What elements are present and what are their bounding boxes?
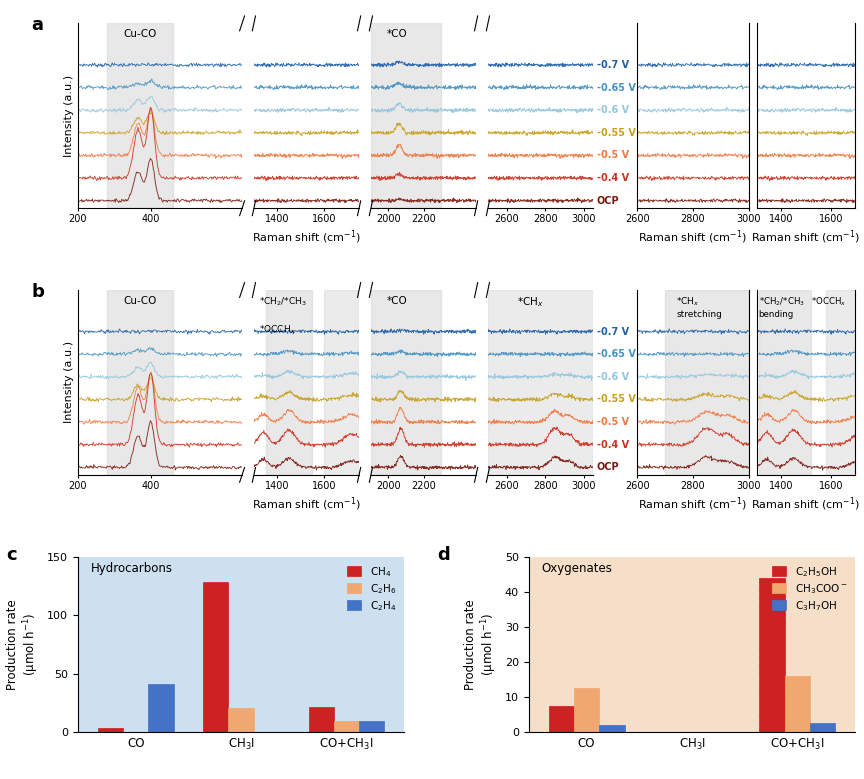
Bar bbox=[149, 684, 174, 732]
Text: -0.6 V: -0.6 V bbox=[597, 372, 629, 382]
Text: OCP: OCP bbox=[597, 196, 619, 206]
Bar bbox=[334, 721, 359, 732]
Text: -0.65 V: -0.65 V bbox=[597, 83, 636, 93]
Text: *CH$_x$
stretching: *CH$_x$ stretching bbox=[677, 295, 722, 319]
X-axis label: Raman shift (cm$^{-1}$): Raman shift (cm$^{-1}$) bbox=[638, 228, 747, 246]
Text: -0.4 V: -0.4 V bbox=[597, 439, 629, 449]
Text: c: c bbox=[6, 546, 16, 564]
Text: *OCCH$_x$: *OCCH$_x$ bbox=[811, 295, 847, 308]
Text: b: b bbox=[32, 283, 45, 301]
X-axis label: Raman shift (cm$^{-1}$): Raman shift (cm$^{-1}$) bbox=[252, 228, 361, 246]
Text: OCP: OCP bbox=[597, 462, 619, 472]
Bar bbox=[203, 583, 228, 732]
Text: *CO: *CO bbox=[387, 29, 408, 39]
Text: *CO: *CO bbox=[387, 295, 408, 305]
X-axis label: Raman shift (cm$^{-1}$): Raman shift (cm$^{-1}$) bbox=[752, 495, 861, 513]
Bar bbox=[810, 724, 835, 732]
Text: -0.7 V: -0.7 V bbox=[597, 326, 629, 337]
Text: -0.7 V: -0.7 V bbox=[597, 60, 629, 70]
X-axis label: Raman shift (cm$^{-1}$): Raman shift (cm$^{-1}$) bbox=[252, 495, 361, 513]
Bar bbox=[107, 23, 173, 208]
Bar bbox=[574, 689, 600, 732]
Text: Hydrocarbons: Hydrocarbons bbox=[91, 562, 173, 575]
Text: Cu-CO: Cu-CO bbox=[124, 29, 157, 39]
X-axis label: Raman shift (cm$^{-1}$): Raman shift (cm$^{-1}$) bbox=[638, 495, 747, 513]
Text: a: a bbox=[32, 16, 44, 34]
Bar bbox=[98, 728, 123, 732]
Bar bbox=[759, 578, 785, 732]
Y-axis label: Intensity (a.u.): Intensity (a.u.) bbox=[64, 341, 73, 424]
Bar bbox=[549, 706, 574, 732]
Text: *CH$_2$/*CH$_3$: *CH$_2$/*CH$_3$ bbox=[259, 295, 308, 308]
Bar bbox=[371, 23, 441, 208]
Bar bbox=[324, 290, 359, 475]
Text: -0.55 V: -0.55 V bbox=[597, 394, 636, 404]
Bar bbox=[371, 290, 441, 475]
Legend: C$_2$H$_5$OH, CH$_3$COO$^-$, C$_3$H$_7$OH: C$_2$H$_5$OH, CH$_3$COO$^-$, C$_3$H$_7$O… bbox=[768, 562, 850, 615]
Text: -0.5 V: -0.5 V bbox=[597, 150, 629, 160]
Bar bbox=[308, 707, 334, 732]
Bar bbox=[228, 707, 254, 732]
Text: Cu-CO: Cu-CO bbox=[124, 295, 157, 305]
Legend: CH$_4$, C$_2$H$_6$, C$_2$H$_4$: CH$_4$, C$_2$H$_6$, C$_2$H$_4$ bbox=[344, 562, 399, 615]
Text: *CH$_2$/*CH$_3$
bending: *CH$_2$/*CH$_3$ bending bbox=[759, 295, 805, 319]
Bar bbox=[600, 725, 625, 732]
X-axis label: Raman shift (cm$^{-1}$): Raman shift (cm$^{-1}$) bbox=[752, 228, 861, 246]
Bar bbox=[359, 721, 384, 732]
Text: d: d bbox=[437, 546, 450, 564]
Y-axis label: Intensity (a.u.): Intensity (a.u.) bbox=[64, 75, 73, 157]
Text: -0.65 V: -0.65 V bbox=[597, 349, 636, 359]
Text: -0.55 V: -0.55 V bbox=[597, 128, 636, 138]
Bar bbox=[826, 290, 855, 475]
Text: -0.4 V: -0.4 V bbox=[597, 173, 629, 183]
Y-axis label: Production rate
(μmol h$^{-1}$): Production rate (μmol h$^{-1}$) bbox=[464, 599, 499, 690]
Bar bbox=[759, 290, 811, 475]
Text: *CH$_x$: *CH$_x$ bbox=[518, 295, 544, 309]
Bar bbox=[107, 290, 173, 475]
Bar bbox=[488, 290, 593, 475]
Text: Oxygenates: Oxygenates bbox=[542, 562, 613, 575]
Bar bbox=[265, 290, 313, 475]
Bar bbox=[785, 676, 810, 732]
Text: -0.6 V: -0.6 V bbox=[597, 105, 629, 115]
Y-axis label: Production rate
(μmol h$^{-1}$): Production rate (μmol h$^{-1}$) bbox=[6, 599, 41, 690]
Text: -0.5 V: -0.5 V bbox=[597, 417, 629, 427]
Bar bbox=[665, 290, 749, 475]
Text: *OCCH$_x$: *OCCH$_x$ bbox=[259, 323, 296, 336]
